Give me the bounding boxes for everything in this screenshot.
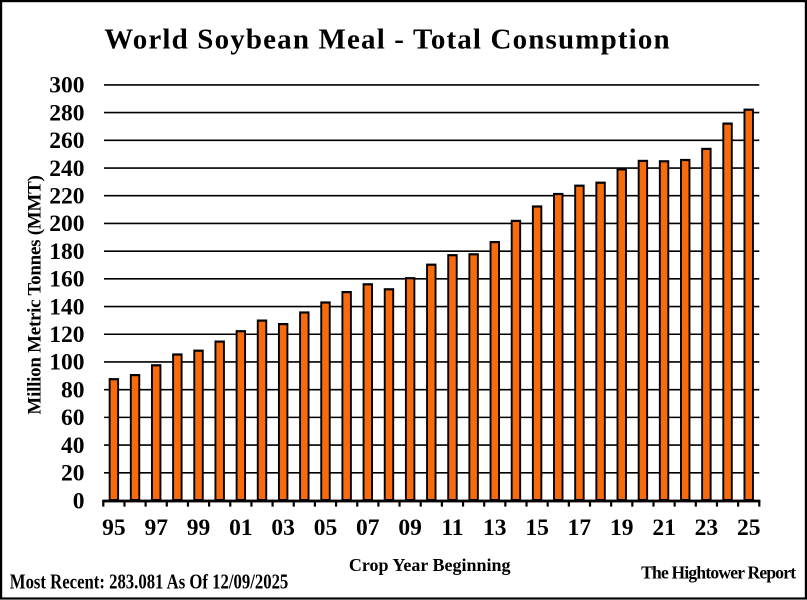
svg-text:07: 07 <box>356 515 380 541</box>
svg-text:13: 13 <box>483 515 507 541</box>
svg-text:0: 0 <box>73 488 85 514</box>
svg-text:140: 140 <box>49 294 84 320</box>
svg-text:World Soybean Meal - Total Con: World Soybean Meal - Total Consumption <box>104 24 671 56</box>
svg-text:100: 100 <box>49 350 84 376</box>
svg-text:120: 120 <box>49 322 84 348</box>
svg-text:280: 280 <box>49 100 84 126</box>
svg-text:17: 17 <box>568 515 592 541</box>
svg-text:03: 03 <box>271 515 295 541</box>
svg-text:180: 180 <box>49 239 84 265</box>
svg-text:The Hightower Report: The Hightower Report <box>641 563 796 583</box>
svg-text:60: 60 <box>61 405 85 431</box>
svg-text:80: 80 <box>61 377 85 403</box>
svg-text:19: 19 <box>610 515 634 541</box>
svg-text:25: 25 <box>737 515 761 541</box>
svg-text:40: 40 <box>61 433 85 459</box>
svg-text:160: 160 <box>49 267 84 293</box>
svg-text:Most Recent: 283.081 As Of 12/: Most Recent: 283.081 As Of 12/09/2025 <box>10 570 289 594</box>
svg-text:01: 01 <box>229 515 253 541</box>
svg-text:99: 99 <box>187 515 211 541</box>
svg-text:Crop Year Beginning: Crop Year Beginning <box>349 555 511 575</box>
svg-text:11: 11 <box>441 515 463 541</box>
svg-text:300: 300 <box>49 73 84 99</box>
svg-text:200: 200 <box>49 211 84 237</box>
svg-text:220: 220 <box>49 184 84 210</box>
svg-text:09: 09 <box>398 515 422 541</box>
svg-text:23: 23 <box>695 515 719 541</box>
svg-text:240: 240 <box>49 156 84 182</box>
svg-text:260: 260 <box>49 128 84 154</box>
svg-text:05: 05 <box>314 515 338 541</box>
svg-text:15: 15 <box>525 515 549 541</box>
svg-text:21: 21 <box>652 515 676 541</box>
svg-text:20: 20 <box>61 461 85 487</box>
svg-text:95: 95 <box>102 515 126 541</box>
svg-text:97: 97 <box>144 515 168 541</box>
svg-text:Million Metric Tonnes (MMT): Million Metric Tonnes (MMT) <box>25 175 46 414</box>
